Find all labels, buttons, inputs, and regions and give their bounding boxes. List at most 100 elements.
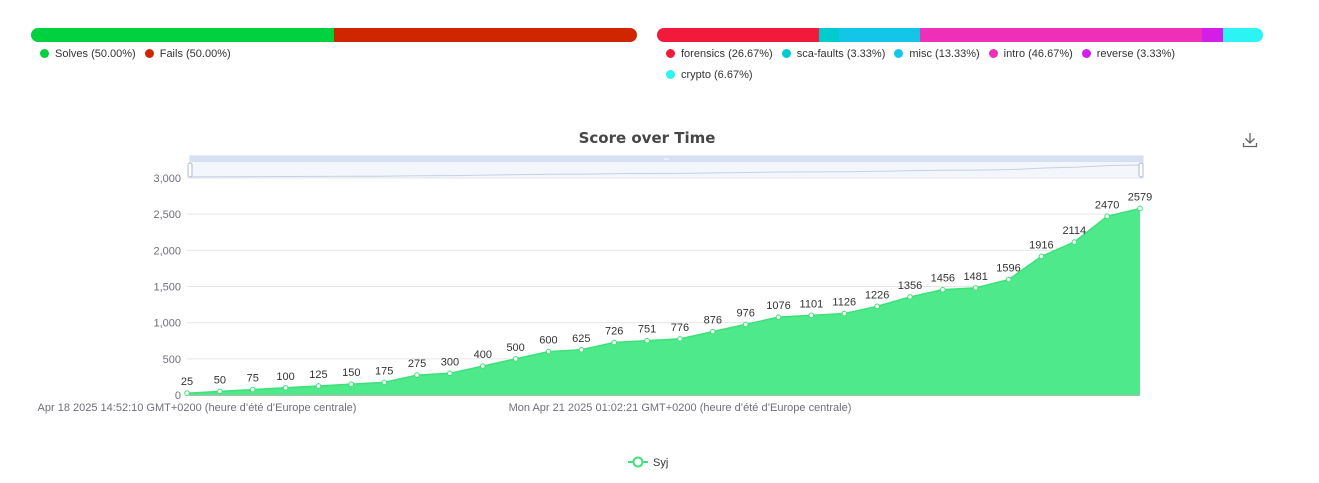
legend-dot-icon: [894, 49, 904, 58]
y-axis-ticks: 0 500 1,000 1,500 2,000 2,500 3,000: [153, 173, 181, 402]
categories_breakdown-legend-item[interactable]: reverse (3.33%): [1081, 43, 1175, 64]
data-label: 625: [572, 333, 590, 345]
categories_breakdown-segment[interactable]: [1222, 28, 1263, 42]
data-label: 75: [247, 373, 259, 385]
data-label: 500: [506, 342, 524, 354]
legend-dot-icon: [40, 49, 49, 58]
data-point[interactable]: [282, 384, 289, 391]
data-point[interactable]: [742, 321, 749, 328]
categories_breakdown-segment[interactable]: [818, 28, 839, 42]
solves_fails-segment[interactable]: [31, 28, 334, 42]
data-label: 2579: [1128, 191, 1152, 203]
data-point[interactable]: [447, 370, 453, 377]
data-point[interactable]: [972, 285, 979, 291]
data-label: 175: [375, 365, 393, 377]
data-point[interactable]: [217, 388, 223, 395]
data-label: 1101: [800, 298, 824, 310]
data-zoom-left-handle[interactable]: [187, 162, 193, 178]
data-point[interactable]: [545, 348, 552, 355]
data-label: 726: [605, 325, 623, 337]
data-label: 976: [736, 307, 754, 319]
data-label: 275: [408, 358, 426, 370]
y-tick-label: 0: [175, 390, 181, 402]
data-point[interactable]: [940, 286, 946, 293]
series-legend-label[interactable]: Syj: [653, 457, 668, 469]
legend-dot-icon: [144, 49, 154, 58]
data-point[interactable]: [414, 372, 420, 378]
data-point[interactable]: [709, 328, 716, 335]
data-point[interactable]: [1038, 253, 1045, 260]
download-icon[interactable]: [1240, 130, 1260, 150]
categories_breakdown-segment[interactable]: [1202, 28, 1223, 42]
data-point[interactable]: [249, 386, 256, 393]
data-point[interactable]: [381, 379, 387, 386]
solves_fails-legend-item[interactable]: Solves (50.00%): [40, 43, 136, 64]
data-point[interactable]: [348, 381, 355, 387]
data-point[interactable]: [184, 390, 190, 396]
y-tick-label: 2,500: [153, 209, 181, 221]
data-point[interactable]: [578, 346, 585, 353]
legend-label: Fails (50.00%): [159, 47, 231, 60]
series-area: [187, 208, 1140, 395]
data-point[interactable]: [677, 336, 683, 342]
data-label: 876: [704, 315, 722, 327]
data-label: 2114: [1062, 225, 1086, 237]
x-tick-label: Apr 18 2025 14:52:10 GMT+0200 (heure d’é…: [38, 402, 357, 414]
data-point[interactable]: [479, 363, 486, 369]
categories_breakdown-legend-item[interactable]: sca-faults (3.33%): [781, 43, 885, 64]
data-point[interactable]: [315, 383, 322, 389]
data-point[interactable]: [808, 312, 815, 319]
solves-fails-bar: [31, 28, 637, 42]
x-tick-label: Mon Apr 21 2025 01:02:21 GMT+0200 (heure…: [509, 402, 852, 414]
legend-dot-icon: [666, 49, 675, 58]
data-label: 1126: [832, 297, 856, 309]
data-point[interactable]: [874, 303, 880, 310]
data-point[interactable]: [841, 310, 848, 317]
data-labels: 25 50 75 100 125 150 175 275 300 400 500 600 625 726 7…: [181, 191, 1152, 388]
data-point[interactable]: [512, 356, 519, 362]
categories-legend: forensics (26.67%) sca-faults (3.33%) misc…: [666, 43, 1266, 85]
series-line: [186, 207, 1141, 394]
solves_fails-legend-item[interactable]: Fails (50.00%): [144, 43, 231, 64]
data-label: 2470: [1095, 199, 1119, 211]
solves_fails-segment[interactable]: [334, 28, 637, 42]
data-label: 150: [342, 367, 360, 379]
legend-label: forensics (26.67%): [681, 47, 773, 60]
y-tick-label: 3,000: [153, 173, 181, 185]
data-label: 300: [441, 356, 459, 368]
chart-title: Score over Time: [579, 129, 716, 147]
data-zoom-slider[interactable]: [187, 155, 1144, 179]
data-point[interactable]: [611, 339, 618, 346]
legend-dot-icon: [988, 49, 998, 58]
categories_breakdown-legend-item[interactable]: intro (46.67%): [988, 43, 1073, 64]
categories_breakdown-legend-item[interactable]: misc (13.33%): [894, 43, 980, 64]
data-point[interactable]: [907, 294, 913, 300]
data-point[interactable]: [1071, 239, 1078, 245]
data-point[interactable]: [775, 314, 782, 320]
categories_breakdown-segment[interactable]: [919, 28, 1203, 42]
categories_breakdown-segment[interactable]: [838, 28, 920, 42]
legend-label: Solves (50.00%): [55, 47, 136, 60]
y-tick-label: 500: [163, 354, 181, 366]
data-point[interactable]: [1104, 213, 1110, 220]
legend-dot-icon: [666, 70, 675, 79]
legend-label: misc (13.33%): [909, 47, 980, 60]
data-point[interactable]: [644, 337, 650, 344]
y-tick-label: 1,500: [153, 282, 181, 294]
data-label: 1916: [1029, 239, 1053, 251]
data-label: 50: [214, 374, 226, 386]
series-legend[interactable]: Syj: [628, 456, 668, 469]
data-point[interactable]: [1005, 276, 1012, 283]
categories_breakdown-legend-item[interactable]: crypto (6.67%): [666, 64, 753, 85]
solves-fails-legend: Solves (50.00%) Fails (50.00%): [40, 43, 640, 64]
categories_breakdown-segment[interactable]: [657, 28, 819, 42]
data-zoom-right-handle[interactable]: [1138, 162, 1144, 178]
categories_breakdown-legend-item[interactable]: forensics (26.67%): [666, 43, 773, 64]
data-label: 25: [181, 376, 193, 388]
data-point[interactable]: [1137, 205, 1143, 212]
data-label: 1481: [963, 271, 987, 283]
legend-label: intro (46.67%): [1003, 47, 1073, 60]
series-legend-marker-icon: [632, 456, 644, 468]
data-label: 751: [638, 324, 656, 336]
legend-dot-icon: [1081, 49, 1091, 58]
